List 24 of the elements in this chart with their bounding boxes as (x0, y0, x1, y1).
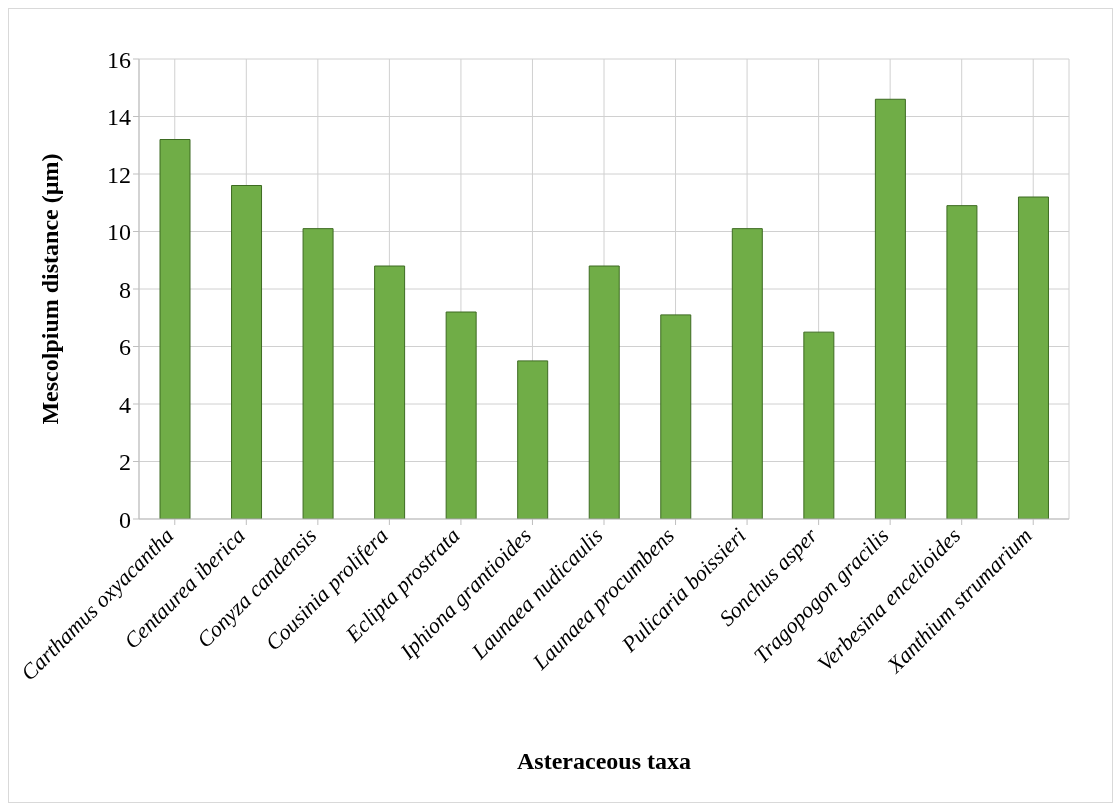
bar (874, 98, 906, 519)
bar (231, 185, 263, 519)
bar (517, 360, 549, 519)
bar (588, 265, 620, 519)
bar (1017, 196, 1049, 519)
y-tick-label: 6 (119, 334, 131, 361)
y-tick-label: 14 (107, 104, 131, 131)
y-tick-label: 4 (119, 391, 131, 418)
y-tick-label: 16 (107, 46, 131, 73)
y-axis-title: Mescolpium distance (µm) (36, 153, 63, 425)
x-axis-title: Asteraceous taxa (517, 748, 691, 774)
y-tick-label: 2 (119, 449, 131, 476)
bar (803, 331, 835, 519)
bar (374, 265, 406, 519)
bar (159, 139, 191, 519)
y-tick-label: 12 (107, 161, 131, 188)
y-tick-label: 8 (119, 276, 131, 303)
bar (445, 311, 477, 519)
y-tick-label: 10 (107, 219, 131, 246)
y-tick-label: 0 (119, 506, 131, 533)
bar (302, 228, 334, 519)
bar (946, 205, 978, 519)
bar (660, 314, 692, 519)
bar (731, 228, 763, 519)
